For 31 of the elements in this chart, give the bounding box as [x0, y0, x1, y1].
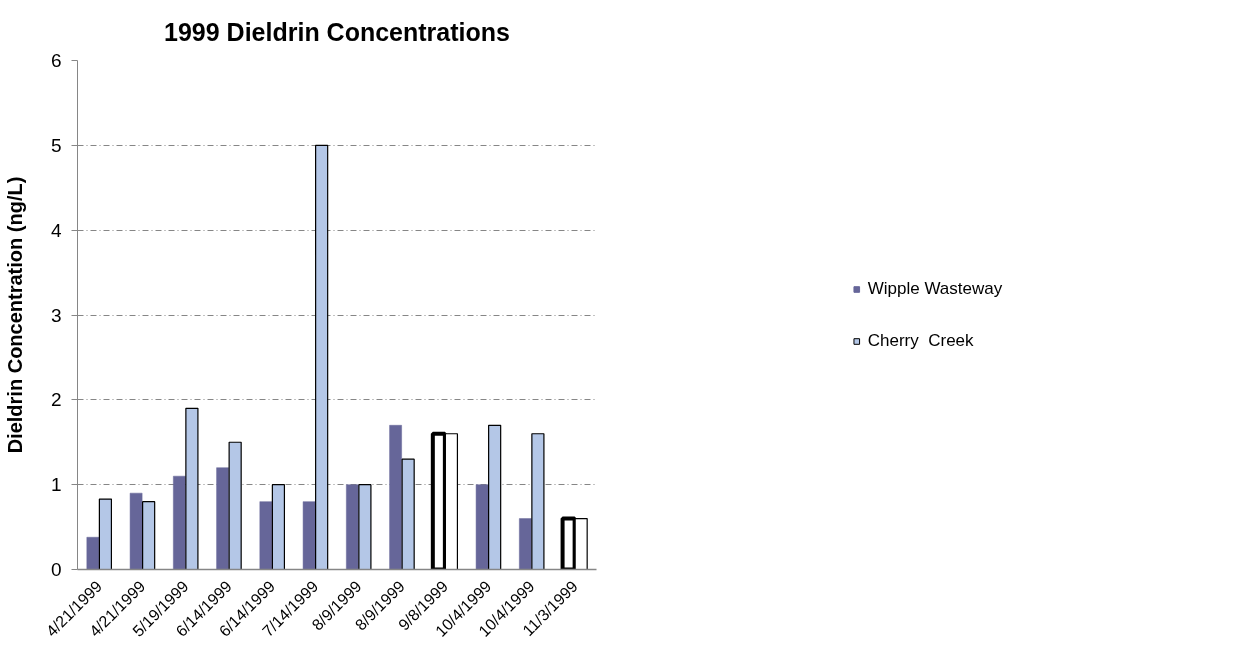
- bar: [389, 425, 402, 570]
- bar: [488, 424, 502, 570]
- bar: [98, 498, 113, 570]
- legend-label: Wipple Wasteway: [867, 278, 1003, 299]
- bar: [86, 537, 100, 570]
- y-tick-label: 0: [50, 559, 62, 580]
- y-tick-label: 2: [50, 389, 62, 411]
- y-tick-label: 5: [50, 134, 62, 156]
- y-axis-title: Dieldrin Concentration (ng/L): [3, 176, 26, 454]
- bar: [302, 501, 316, 570]
- y-tick-label: 1: [50, 474, 62, 496]
- y-tick-label: 6: [50, 50, 62, 71]
- bar: [475, 484, 489, 570]
- bar: [531, 433, 545, 570]
- bar: [185, 407, 199, 570]
- bar: [401, 458, 415, 570]
- bar: [142, 501, 156, 570]
- bar: [346, 484, 359, 570]
- bar: [228, 441, 242, 570]
- bar: [315, 144, 329, 570]
- bar: [173, 475, 186, 570]
- bar: [129, 492, 143, 570]
- bar: [358, 484, 372, 570]
- bar: [259, 501, 273, 570]
- y-tick-label: 4: [50, 219, 62, 241]
- bar: [271, 484, 286, 570]
- bar: [519, 518, 532, 570]
- legend-label: Cherry Creek: [867, 330, 974, 351]
- y-tick-label: 3: [50, 304, 62, 326]
- chart-title: 1999 Dieldrin Concentrations: [164, 17, 510, 46]
- bar: [216, 467, 229, 570]
